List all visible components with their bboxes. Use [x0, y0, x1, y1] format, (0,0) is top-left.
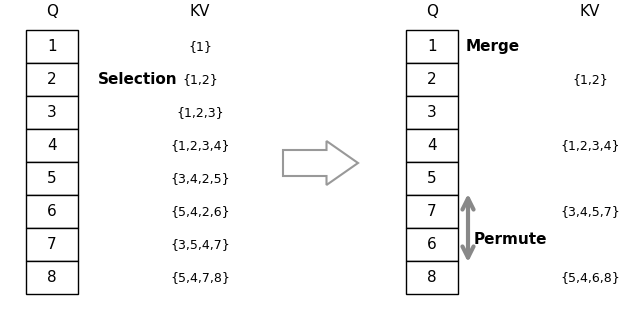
- Text: {3,5,4,7}: {3,5,4,7}: [170, 238, 230, 251]
- Text: Merge: Merge: [466, 39, 520, 54]
- Text: Selection: Selection: [98, 72, 178, 87]
- Bar: [26, 63, 78, 96]
- Text: 5: 5: [427, 171, 437, 186]
- Bar: [26, 261, 78, 294]
- Text: {1,2}: {1,2}: [182, 73, 218, 86]
- Bar: [26, 162, 78, 195]
- Text: 3: 3: [427, 105, 437, 120]
- Polygon shape: [283, 141, 358, 185]
- Bar: [406, 96, 458, 129]
- Text: {1,2,3,4}: {1,2,3,4}: [560, 139, 620, 152]
- Text: {1}: {1}: [188, 40, 212, 53]
- Bar: [26, 30, 78, 63]
- Text: {1,2}: {1,2}: [572, 73, 608, 86]
- Bar: [406, 228, 458, 261]
- Text: {5,4,7,8}: {5,4,7,8}: [170, 271, 230, 284]
- Text: Q: Q: [426, 5, 438, 20]
- Text: {1,2,3,4}: {1,2,3,4}: [170, 139, 230, 152]
- Text: 4: 4: [427, 138, 437, 153]
- Text: 7: 7: [427, 204, 437, 219]
- Text: 2: 2: [427, 72, 437, 87]
- Bar: [406, 162, 458, 195]
- Text: Q: Q: [46, 5, 58, 20]
- Text: KV: KV: [190, 5, 210, 20]
- Text: 6: 6: [47, 204, 57, 219]
- Bar: [26, 195, 78, 228]
- Text: 5: 5: [47, 171, 57, 186]
- Bar: [406, 63, 458, 96]
- Text: 8: 8: [427, 270, 437, 285]
- Text: 7: 7: [47, 237, 57, 252]
- Bar: [406, 261, 458, 294]
- Bar: [26, 96, 78, 129]
- Text: KV: KV: [580, 5, 600, 20]
- Text: {3,4,5,7}: {3,4,5,7}: [560, 205, 620, 218]
- Text: 1: 1: [427, 39, 437, 54]
- Text: {5,4,6,8}: {5,4,6,8}: [560, 271, 620, 284]
- Text: 3: 3: [47, 105, 57, 120]
- Text: {5,4,2,6}: {5,4,2,6}: [170, 205, 230, 218]
- Text: Permute: Permute: [474, 232, 547, 247]
- Text: 1: 1: [47, 39, 57, 54]
- Bar: [406, 30, 458, 63]
- Text: 8: 8: [47, 270, 57, 285]
- Text: {3,4,2,5}: {3,4,2,5}: [170, 172, 230, 185]
- Bar: [406, 129, 458, 162]
- Bar: [406, 195, 458, 228]
- Text: {1,2,3}: {1,2,3}: [176, 106, 224, 119]
- Text: 6: 6: [427, 237, 437, 252]
- Text: 2: 2: [47, 72, 57, 87]
- Bar: [26, 228, 78, 261]
- Text: 4: 4: [47, 138, 57, 153]
- Bar: [26, 129, 78, 162]
